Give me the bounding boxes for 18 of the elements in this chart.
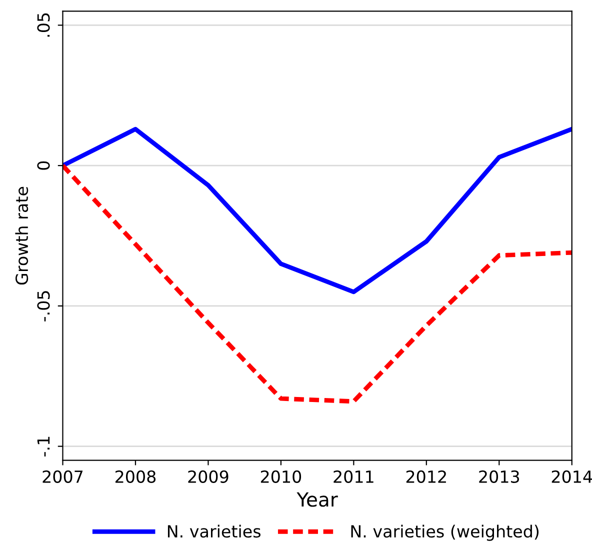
x-tick-label: 2008	[115, 470, 156, 483]
x-tick-label: 2011	[334, 470, 374, 483]
x-tick-label: 2009	[188, 470, 228, 483]
x-axis-title: Year	[296, 492, 338, 507]
x-tick-label: 2012	[406, 470, 446, 483]
y-tick-label: 0	[37, 161, 50, 170]
y-tick-label: -.1	[37, 436, 50, 456]
y-axis-title: Growth rate	[15, 186, 28, 285]
x-tick-label: 2013	[479, 470, 520, 483]
line-series	[62, 163, 572, 404]
legend-label: N. varieties (weighted)	[351, 524, 539, 541]
x-tick-label: 2014	[552, 470, 592, 483]
y-tick-label: -.05	[37, 291, 50, 322]
x-tick-label: 2010	[260, 470, 302, 483]
legend-label: N. varieties	[168, 524, 260, 538]
line-series	[62, 126, 572, 294]
y-tick-label: .05	[37, 13, 50, 37]
x-tick-label: 2007	[42, 470, 83, 483]
